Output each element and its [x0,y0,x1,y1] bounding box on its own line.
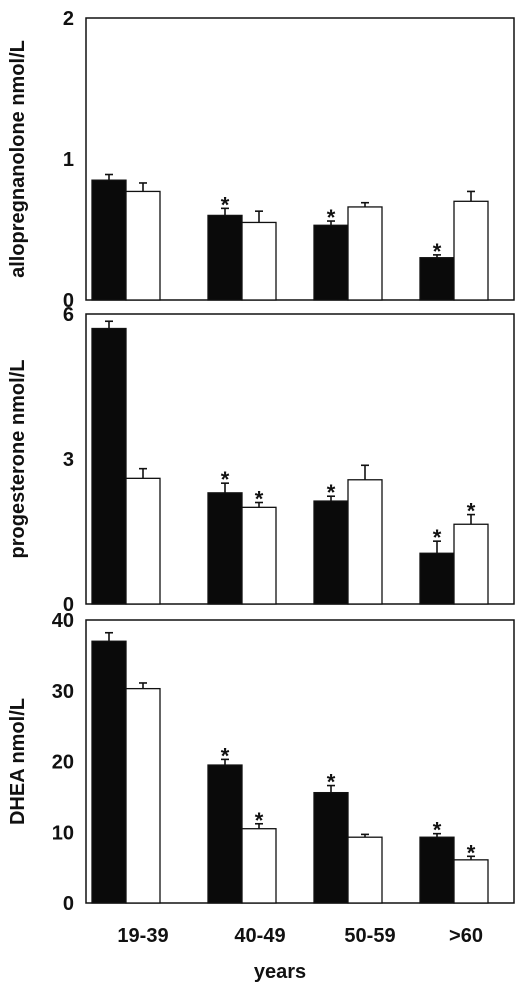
y-tick-label: 6 [63,304,74,326]
chart-panels: 0 1 2 allopregnanolone nmol/L * * * 0 3 6 progeste… [7,8,515,915]
bar-white [453,523,489,605]
bar-white [125,477,161,605]
bar-black [419,836,455,904]
significance-star: * [255,808,264,833]
significance-star: * [433,818,442,843]
bar-white [347,836,383,904]
bar-black [313,791,349,904]
y-tick-label: 2 [63,8,74,30]
bar-black [91,179,127,301]
significance-star: * [467,840,476,865]
x-tick-label: 40-49 [234,925,285,947]
bar-black [91,327,127,605]
y-tick-label: 30 [52,681,74,703]
x-tick-label: 50-59 [344,925,395,947]
x-axis: 19-39 40-49 50-59 >60 years [117,925,483,983]
bar-white [347,479,383,605]
y-tick-label: 1 [63,149,74,171]
significance-star: * [221,467,230,492]
x-tick-label: >60 [449,925,483,947]
bar-black [207,764,243,904]
bar-black [313,500,349,605]
significance-star: * [327,480,336,505]
y-axis-label: DHEA nmol/L [7,698,29,825]
significance-star: * [433,239,442,264]
significance-star: * [221,192,230,217]
bar-white [125,687,161,904]
y-axis-label: progesterone nmol/L [7,360,29,559]
bar-white [453,200,489,301]
bar-white [125,190,161,301]
bar-black [91,640,127,904]
chart-panel: 0 1 2 allopregnanolone nmol/L * * * [7,8,515,312]
significance-star: * [327,205,336,230]
plot-frame [85,619,515,904]
y-tick-label: 0 [63,594,74,616]
significance-star: * [467,499,476,524]
bar-black [313,224,349,301]
bar-white [241,221,277,301]
y-tick-label: 0 [63,893,74,915]
bar-white [241,506,277,605]
y-tick-label: 3 [63,449,74,471]
bar-white [241,828,277,904]
plot-frame [85,17,515,301]
x-tick-label: 19-39 [117,925,168,947]
significance-star: * [327,770,336,795]
y-tick-label: 10 [52,822,74,844]
x-axis-label: years [254,961,306,983]
chart-panel: 0 3 6 progesterone nmol/L * * * * * [7,304,515,616]
bar-white [453,859,489,904]
bar-black [207,492,243,605]
bar-white [347,206,383,301]
y-tick-label: 20 [52,752,74,774]
chart-panel: 0 10 20 30 40 DHEA nmol/L * * * * * [7,610,515,915]
significance-star: * [221,743,230,768]
plot-frame [85,313,515,605]
significance-star: * [255,487,264,512]
bar-black [419,257,455,301]
bar-black [419,552,455,605]
y-tick-label: 0 [63,290,74,312]
y-tick-label: 40 [52,610,74,632]
bar-black [207,214,243,301]
y-axis-label: allopregnanolone nmol/L [7,40,29,278]
significance-star: * [433,525,442,550]
